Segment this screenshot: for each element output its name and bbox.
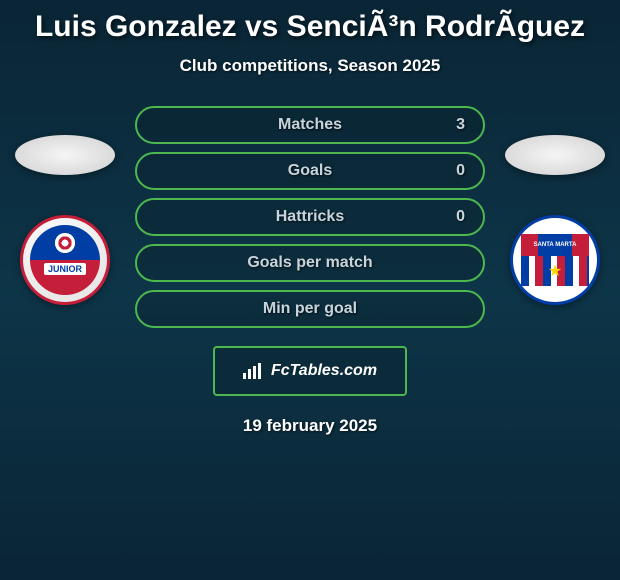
- club-right-label: SANTA MARTA: [521, 234, 589, 256]
- club-left-label: JUNIOR: [44, 263, 86, 275]
- star-icon: ★: [548, 261, 562, 281]
- stat-label: Goals per match: [137, 254, 483, 272]
- chart-icon: [243, 363, 263, 379]
- stat-row-goals-per-match: Goals per match: [135, 244, 485, 282]
- content-row: JUNIOR Matches 3 Goals 0 Hattricks 0: [10, 106, 610, 328]
- player-right-photo: [505, 135, 605, 175]
- club-left-logo: JUNIOR: [20, 215, 110, 305]
- club-right-logo: SANTA MARTA ★: [510, 215, 600, 305]
- club-left-badge: JUNIOR: [30, 225, 100, 295]
- stat-row-hattricks: Hattricks 0: [135, 198, 485, 236]
- date-label: 19 february 2025: [243, 416, 377, 436]
- subtitle: Club competitions, Season 2025: [180, 56, 441, 76]
- infographic-container: Luis Gonzalez vs SenciÃ³n RodrÃ­guez Clu…: [0, 0, 620, 446]
- stat-label: Hattricks: [137, 208, 483, 226]
- stat-label: Goals: [137, 162, 483, 180]
- player-right-column: SANTA MARTA ★: [500, 130, 610, 305]
- stat-row-goals: Goals 0: [135, 152, 485, 190]
- stat-row-min-per-goal: Min per goal: [135, 290, 485, 328]
- club-right-badge: SANTA MARTA ★: [521, 226, 589, 294]
- stats-column: Matches 3 Goals 0 Hattricks 0 Goals per …: [135, 106, 485, 328]
- stat-label: Matches: [137, 116, 483, 134]
- page-title: Luis Gonzalez vs SenciÃ³n RodrÃ­guez: [35, 10, 585, 44]
- club-right-stripes: ★: [521, 256, 589, 286]
- stat-right-value: 0: [456, 162, 465, 180]
- stat-row-matches: Matches 3: [135, 106, 485, 144]
- player-left-photo: [15, 135, 115, 175]
- stat-right-value: 3: [456, 116, 465, 134]
- stat-label: Min per goal: [137, 300, 483, 318]
- brand-label: FcTables.com: [271, 362, 377, 380]
- stat-right-value: 0: [456, 208, 465, 226]
- brand-box: FcTables.com: [213, 346, 407, 396]
- player-left-column: JUNIOR: [10, 130, 120, 305]
